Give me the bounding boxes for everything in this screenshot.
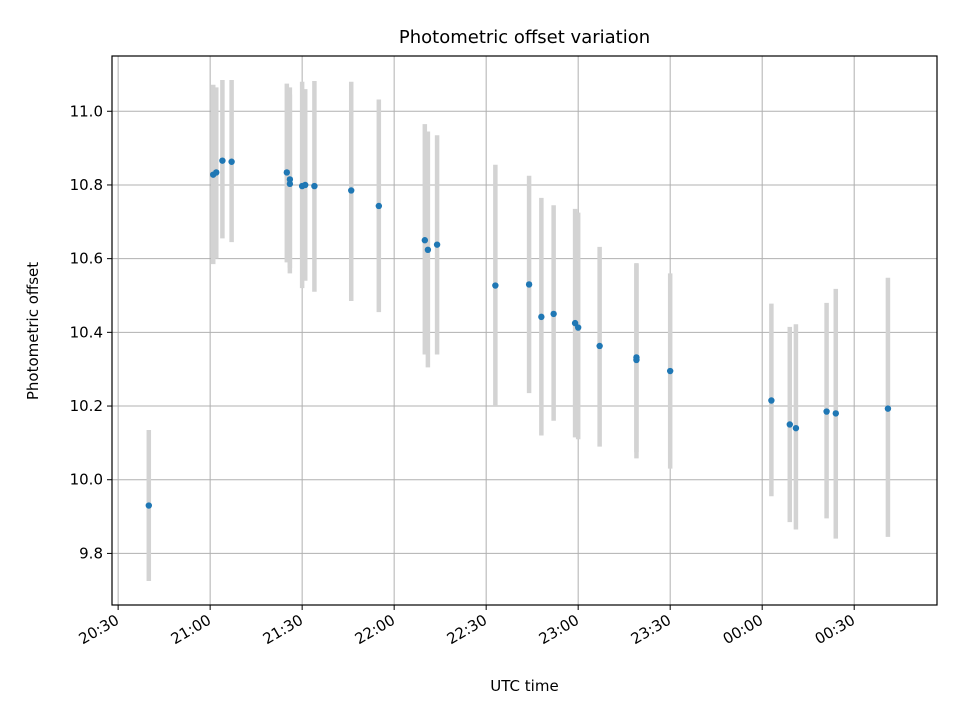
data-point bbox=[348, 187, 355, 194]
chart-title: Photometric offset variation bbox=[399, 27, 650, 48]
x-axis-label: UTC time bbox=[490, 677, 558, 695]
data-point bbox=[792, 424, 800, 432]
data-point bbox=[375, 202, 383, 210]
x-tick-label: 23:00 bbox=[536, 611, 582, 648]
data-point bbox=[283, 169, 291, 176]
data-point bbox=[786, 421, 793, 428]
x-tick-label: 21:30 bbox=[260, 611, 306, 648]
data-points bbox=[145, 157, 892, 509]
data-point bbox=[424, 246, 432, 254]
y-tick-label: 10.4 bbox=[70, 323, 103, 341]
y-tick-label: 11.0 bbox=[70, 102, 103, 120]
data-point bbox=[302, 181, 309, 189]
data-point bbox=[666, 367, 674, 375]
x-tick-label: 23:30 bbox=[628, 611, 674, 648]
data-point bbox=[213, 169, 220, 176]
data-point bbox=[286, 180, 294, 188]
data-point bbox=[538, 313, 545, 321]
data-point bbox=[884, 405, 892, 412]
data-point bbox=[286, 176, 294, 183]
data-point bbox=[596, 342, 603, 350]
data-point bbox=[492, 282, 499, 289]
data-point bbox=[219, 157, 226, 164]
x-tick-label: 22:30 bbox=[444, 611, 490, 648]
y-tick-label: 10.0 bbox=[70, 471, 103, 489]
data-point bbox=[421, 237, 429, 244]
y-tick-label: 9.8 bbox=[79, 544, 103, 562]
data-point bbox=[525, 281, 533, 288]
y-tick-label: 10.8 bbox=[70, 176, 103, 194]
x-tick-label: 00:30 bbox=[812, 611, 858, 648]
data-point bbox=[768, 397, 775, 404]
data-point bbox=[145, 502, 153, 509]
x-tick-label: 22:00 bbox=[352, 611, 398, 648]
error-bars bbox=[146, 79, 891, 582]
data-point bbox=[550, 310, 557, 318]
data-point bbox=[574, 324, 582, 331]
data-point bbox=[823, 408, 830, 415]
data-point bbox=[832, 410, 839, 417]
x-tick-label: 21:00 bbox=[168, 611, 214, 648]
y-axis-label: Photometric offset bbox=[24, 262, 42, 400]
y-axis-ticks: 9.8 10.0 10.2 10.4 10.6 10.8 11.0 bbox=[70, 102, 112, 562]
y-tick-label: 10.2 bbox=[70, 397, 103, 415]
data-point bbox=[228, 158, 235, 165]
grid-lines bbox=[112, 56, 937, 605]
x-tick-label: 20:30 bbox=[76, 611, 122, 648]
y-tick-label: 10.6 bbox=[70, 250, 103, 268]
x-axis-ticks: 20:30 21:00 21:30 22:00 22:30 23:00 23:30 00:00… bbox=[76, 605, 858, 648]
data-point bbox=[633, 354, 640, 361]
plot-frame bbox=[111, 55, 938, 606]
x-tick-label: 00:00 bbox=[720, 611, 766, 648]
data-point bbox=[433, 241, 441, 248]
data-point bbox=[311, 182, 318, 190]
